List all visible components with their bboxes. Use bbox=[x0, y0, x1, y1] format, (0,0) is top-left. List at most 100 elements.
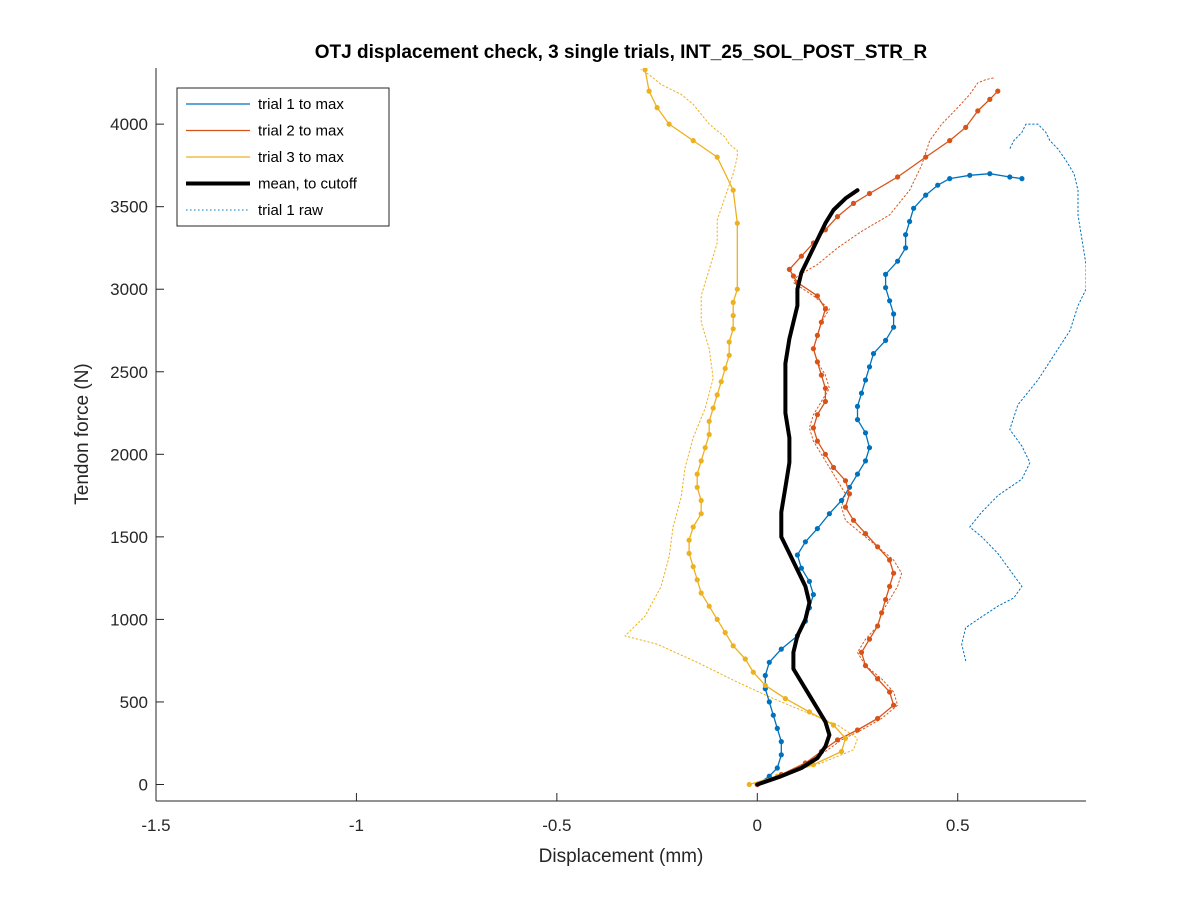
series-line-trial-2-raw bbox=[756, 77, 995, 785]
series-point-trial-3-to-max bbox=[734, 220, 740, 226]
series-point-trial-2-to-max bbox=[814, 332, 821, 338]
legend-label: trial 2 to max bbox=[258, 123, 344, 140]
x-tick-label: -1 bbox=[349, 816, 364, 835]
series-point-trial-1-to-max bbox=[935, 182, 941, 188]
series-point-trial-3-to-max bbox=[718, 379, 724, 385]
series-point-trial-1-to-max bbox=[987, 171, 993, 177]
series-point-trial-2-to-max bbox=[975, 108, 981, 114]
series-point-trial-3-to-max bbox=[722, 365, 728, 372]
series-point-trial-2-to-max bbox=[822, 451, 829, 457]
series-point-trial-3-to-max bbox=[730, 326, 736, 332]
series-point-trial-1-to-max bbox=[887, 298, 893, 304]
series-point-trial-2-to-max bbox=[822, 398, 829, 405]
series-point-trial-2-to-max bbox=[814, 359, 821, 365]
series-point-trial-3-to-max bbox=[702, 445, 708, 451]
series-point-trial-3-to-max bbox=[762, 682, 768, 689]
series-point-trial-2-to-max bbox=[895, 174, 901, 180]
series-point-trial-2-to-max bbox=[810, 346, 817, 352]
series-point-trial-2-to-max bbox=[786, 266, 793, 272]
series-point-trial-3-to-max bbox=[730, 299, 736, 305]
series-point-trial-2-to-max bbox=[866, 190, 873, 197]
series-point-trial-1-to-max bbox=[766, 659, 772, 665]
series-point-trial-1-to-max bbox=[1019, 176, 1025, 182]
y-tick-label: 500 bbox=[120, 693, 148, 712]
series-point-trial-2-to-max bbox=[834, 214, 841, 220]
series-point-trial-1-to-max bbox=[826, 511, 833, 517]
series-point-trial-3-to-max bbox=[694, 577, 700, 583]
y-tick-label: 1000 bbox=[110, 610, 148, 629]
series-point-trial-3-to-max bbox=[646, 88, 652, 94]
series-point-trial-2-to-max bbox=[822, 385, 829, 391]
series-point-trial-1-to-max bbox=[862, 458, 869, 464]
series-line-trial-3-raw bbox=[624, 69, 858, 785]
series-point-trial-2-to-max bbox=[875, 676, 881, 682]
plot-area: -1.5 -1 -0.5 0 0.5 0 500 1000 1500 2000 2500 3000 3… bbox=[110, 68, 1086, 835]
series-point-trial-2-to-max bbox=[875, 544, 881, 550]
series-point-trial-3-to-max bbox=[666, 121, 672, 127]
series-point-trial-3-to-max bbox=[730, 313, 736, 319]
series-point-trial-2-to-max bbox=[814, 438, 821, 444]
series-point-trial-2-to-max bbox=[842, 504, 849, 510]
series-point-trial-3-to-max bbox=[726, 352, 732, 358]
series-point-trial-1-to-max bbox=[794, 552, 801, 558]
series-point-trial-1-to-max bbox=[814, 526, 821, 532]
x-tick-label: -1.5 bbox=[141, 816, 170, 835]
y-tick-label: 3000 bbox=[110, 280, 148, 299]
series-point-trial-3-to-max bbox=[686, 537, 692, 543]
series-point-trial-1-to-max bbox=[766, 773, 772, 779]
series-point-trial-1-to-max bbox=[883, 271, 889, 277]
series-point-trial-3-to-max bbox=[690, 564, 696, 570]
series-point-trial-2-to-max bbox=[883, 597, 889, 603]
y-tick-label: 2000 bbox=[110, 445, 148, 464]
series-point-trial-1-to-max bbox=[806, 578, 813, 585]
series-point-trial-1-to-max bbox=[778, 752, 784, 758]
series-point-trial-2-to-max bbox=[879, 610, 885, 616]
series-point-trial-3-to-max bbox=[710, 405, 716, 411]
series-point-trial-2-to-max bbox=[850, 517, 857, 523]
series-point-trial-3-to-max bbox=[806, 709, 813, 715]
series-point-trial-2-to-max bbox=[818, 372, 825, 378]
x-axis-ticks: -1.5 -1 -0.5 0 0.5 bbox=[141, 793, 970, 835]
x-axis-label: Displacement (mm) bbox=[539, 846, 704, 867]
series-point-trial-2-to-max bbox=[846, 491, 853, 497]
series-point-trial-2-to-max bbox=[858, 649, 865, 656]
series-point-trial-1-to-max bbox=[862, 430, 869, 436]
series-point-trial-2-to-max bbox=[798, 253, 805, 259]
series-point-trial-1-to-max bbox=[870, 351, 877, 357]
series-point-trial-3-to-max bbox=[654, 105, 660, 111]
series-point-trial-1-to-max bbox=[778, 646, 784, 652]
series-point-trial-3-to-max bbox=[838, 748, 845, 755]
y-tick-label: 4000 bbox=[110, 115, 148, 134]
series-point-trial-2-to-max bbox=[887, 557, 893, 563]
series-point-trial-3-to-max bbox=[698, 497, 704, 504]
series-point-trial-1-to-max bbox=[895, 258, 901, 264]
legend: trial 1 to max trial 2 to max trial 3 to m… bbox=[176, 87, 390, 227]
series-point-trial-3-to-max bbox=[726, 339, 732, 345]
series-point-trial-2-to-max bbox=[891, 570, 897, 576]
series-point-trial-2-to-max bbox=[862, 663, 869, 669]
y-tick-label: 0 bbox=[139, 775, 148, 794]
series-point-trial-3-to-max bbox=[690, 138, 696, 144]
series-point-trial-3-to-max bbox=[706, 431, 712, 438]
series-point-trial-1-to-max bbox=[907, 218, 913, 225]
series-point-trial-2-to-max bbox=[854, 727, 861, 733]
legend-label: trial 1 to max bbox=[258, 96, 344, 113]
series-point-trial-1-to-max bbox=[858, 390, 865, 396]
series-point-trial-1-to-max bbox=[838, 497, 845, 504]
series-point-trial-2-to-max bbox=[790, 273, 797, 279]
series-line-mean-to-cutoff bbox=[755, 188, 860, 787]
series-point-trial-1-to-max bbox=[862, 377, 869, 383]
series-point-trial-1-to-max bbox=[854, 471, 861, 477]
series-point-trial-3-to-max bbox=[698, 590, 704, 596]
series-point-trial-3-to-max bbox=[714, 154, 720, 160]
x-tick-label: 0 bbox=[753, 816, 762, 835]
series-point-trial-1-to-max bbox=[866, 445, 873, 451]
series-layer bbox=[624, 68, 1086, 788]
series-point-trial-3-to-max bbox=[734, 286, 740, 292]
series-point-trial-2-to-max bbox=[818, 319, 825, 325]
series-point-trial-1-to-max bbox=[923, 192, 929, 198]
series-point-trial-3-to-max bbox=[698, 511, 704, 517]
y-tick-label: 1500 bbox=[110, 528, 148, 547]
series-point-trial-3-to-max bbox=[694, 471, 700, 477]
series-line-trial-1-raw bbox=[961, 123, 1086, 662]
